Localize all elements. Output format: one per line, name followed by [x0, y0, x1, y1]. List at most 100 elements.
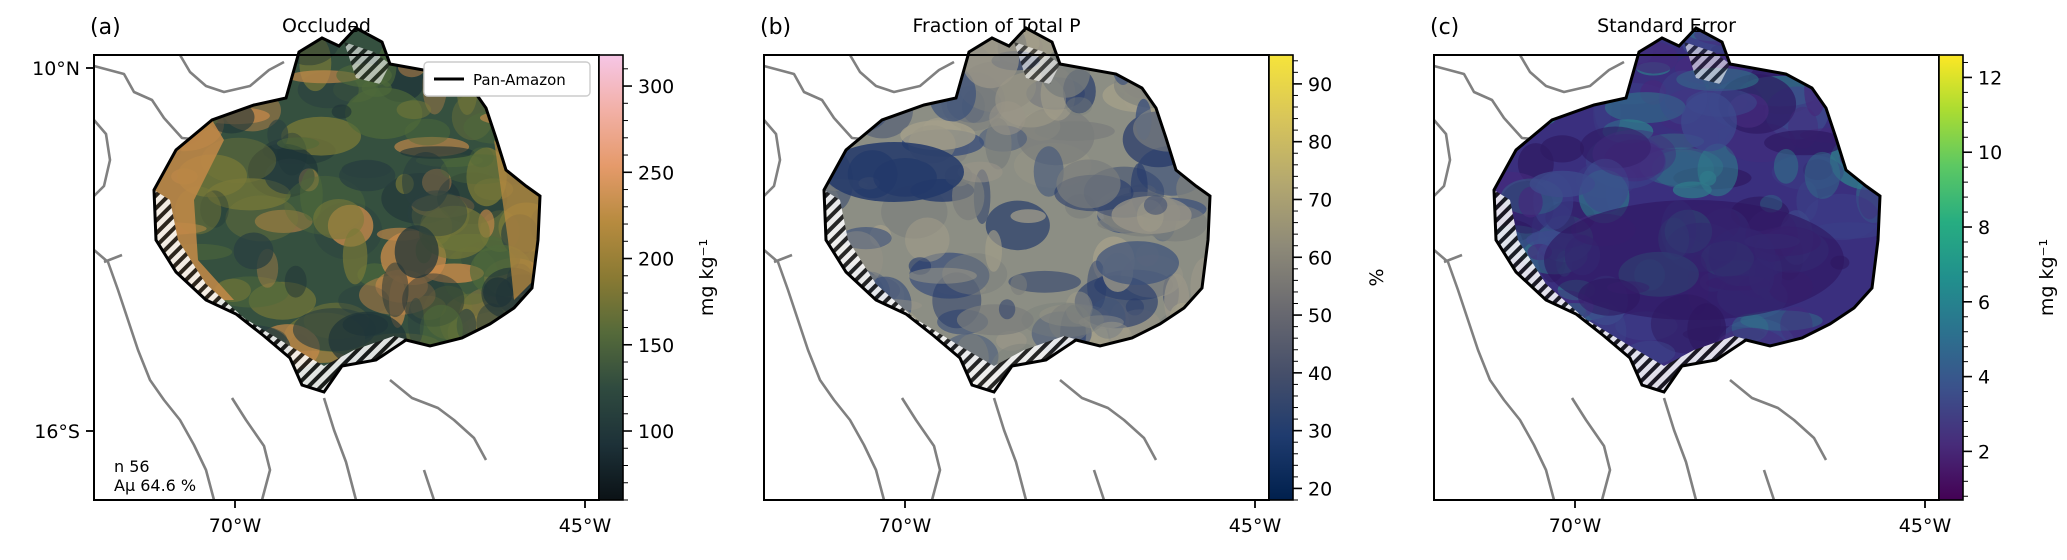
- map-patch: [1021, 302, 1104, 338]
- lon-label: 45°W: [1899, 515, 1952, 537]
- border-line: [1092, 469, 1106, 501]
- border-line: [93, 119, 112, 197]
- map-patch: [1773, 148, 1799, 184]
- map-patch: [483, 277, 514, 308]
- map-patch: [381, 262, 409, 318]
- map-patch: [466, 147, 507, 207]
- hatched-area: [154, 190, 430, 392]
- map-patch: [1135, 98, 1152, 140]
- map-patch: [1529, 170, 1595, 198]
- lon-label: 45°W: [559, 515, 612, 537]
- colorbar-frame: [1938, 54, 1964, 501]
- map-patch: [1652, 149, 1714, 189]
- map-patch: [494, 140, 540, 300]
- colorbar-frame: [1268, 54, 1294, 501]
- map-patch: [989, 101, 1026, 136]
- map-patch: [394, 225, 439, 279]
- border-line: [389, 378, 488, 461]
- stats-text: n 56: [114, 457, 150, 476]
- map-patch: [1497, 28, 1543, 51]
- border-line: [103, 253, 123, 264]
- map-patch: [402, 152, 450, 212]
- map-patch: [1518, 186, 1543, 218]
- map-patch: [900, 120, 976, 151]
- colorbar-tick-label: 250: [638, 162, 674, 184]
- border-line: [1059, 378, 1158, 461]
- map-patch: [1017, 107, 1095, 166]
- map-patch: [494, 28, 540, 60]
- map-patch: [1580, 126, 1651, 169]
- colorbar-tick-label: 40: [1308, 363, 1332, 385]
- border-line: [178, 54, 285, 94]
- map-patch: [407, 190, 468, 237]
- map-patch: [1764, 130, 1845, 156]
- map-patch: [1136, 199, 1164, 232]
- map-panel-3: (c) Standard Error 70°W 45°W 2 4 6 8 10 12 mg kg⁻¹: [1430, 15, 2058, 537]
- map-patch: [840, 227, 892, 250]
- border-line: [1443, 253, 1463, 264]
- colorbar-tick-label: 50: [1308, 305, 1332, 327]
- map-patch: [998, 299, 1016, 320]
- map-patch: [331, 104, 352, 119]
- colorbar-label: mg kg⁻¹: [696, 239, 718, 316]
- border-line: [848, 54, 955, 94]
- legend-box: [423, 61, 591, 97]
- colorbar-tick-label: 300: [638, 76, 674, 98]
- map-patch: [424, 263, 484, 284]
- map-patch: [1725, 122, 1796, 163]
- colorbar-tick-label: 80: [1308, 132, 1332, 154]
- border-line: [1433, 249, 1556, 501]
- map-patch: [284, 265, 307, 298]
- border-line: [1518, 54, 1625, 94]
- map-patch: [404, 118, 451, 146]
- colorbar-tick-label: 100: [638, 421, 674, 443]
- map-patch: [1804, 151, 1841, 199]
- border-line: [230, 397, 272, 501]
- colorbar-tick-label: 200: [638, 249, 674, 271]
- map-patch: [1812, 222, 1880, 239]
- hatched-area: [344, 42, 390, 84]
- map-patch: [996, 330, 1027, 351]
- map-patch: [1048, 303, 1091, 342]
- legend: Pan-Amazon: [423, 61, 591, 97]
- map-patch: [1592, 129, 1676, 178]
- lon-label: 70°W: [1549, 515, 1602, 537]
- colorbar-tick-label: 2: [1978, 441, 1990, 463]
- map-patch: [1033, 146, 1064, 197]
- map-patch: [1681, 92, 1737, 152]
- map-patch: [1780, 306, 1813, 344]
- border-line: [1762, 469, 1776, 501]
- lon-label: 70°W: [209, 515, 262, 537]
- map-patch: [264, 158, 315, 195]
- border-line: [1433, 119, 1452, 197]
- map-patch: [1802, 159, 1833, 181]
- colorbar-tick-label: 60: [1308, 247, 1332, 269]
- map-patch: [201, 137, 277, 184]
- map-patch: [1581, 158, 1629, 213]
- colorbar-tick-label: 20: [1308, 478, 1332, 500]
- panel-letter: (a): [90, 15, 121, 40]
- map-patch: [1010, 209, 1046, 224]
- map-patch: [1697, 143, 1739, 197]
- map-patch: [1111, 196, 1192, 234]
- map-patch: [469, 147, 494, 168]
- map-patch: [1847, 28, 1867, 52]
- map-patch: [530, 30, 540, 57]
- lat-label: 10°N: [32, 58, 80, 80]
- map-patch: [339, 159, 396, 192]
- colorbar: [1269, 55, 1293, 500]
- colorbar-tick-label: 90: [1308, 74, 1332, 96]
- map-patch: [1056, 159, 1121, 209]
- map-patch: [1740, 310, 1823, 331]
- colorbar-tick-label: 6: [1978, 292, 1990, 314]
- border-line: [763, 119, 782, 197]
- lon-label: 70°W: [879, 515, 932, 537]
- hatched-area: [1684, 42, 1730, 84]
- map-patch: [233, 232, 274, 270]
- map-patch: [1604, 92, 1686, 124]
- border-line: [1662, 397, 1698, 501]
- map-patch: [1725, 28, 1799, 50]
- stats-text: Aμ 64.6 %: [114, 476, 196, 495]
- map-patch: [1540, 135, 1585, 163]
- map-patch: [338, 285, 390, 316]
